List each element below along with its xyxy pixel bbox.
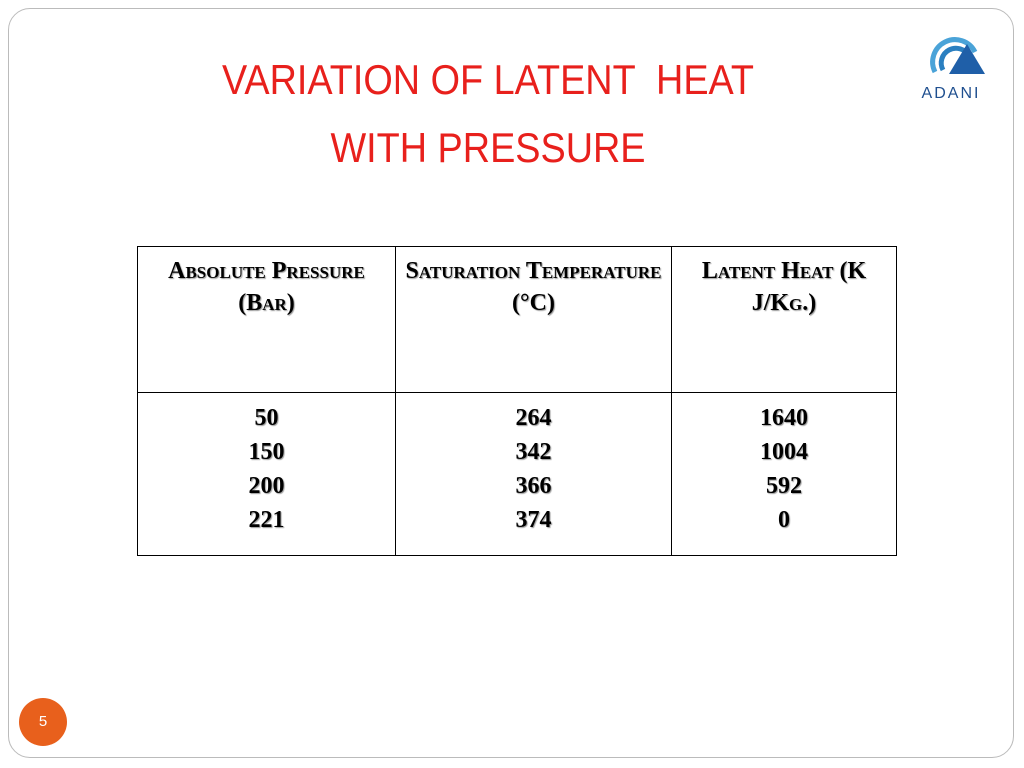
cell-value: 342 — [515, 439, 552, 465]
column-header: Absolute Pressure (Bar) — [137, 246, 396, 393]
logo-text: ADANI — [922, 85, 981, 102]
cell-value: 366 — [515, 473, 552, 499]
cell-value: 200 — [248, 473, 285, 499]
title-line: WITH PRESSURE — [330, 124, 646, 171]
column-header: Latent Heat (K J/Kg.) — [671, 246, 897, 393]
cell-value: 0 — [778, 507, 790, 533]
value-cell: 50 150 200 221 — [137, 392, 396, 556]
column-header: Saturation Temperature (°C) — [395, 246, 672, 393]
cell-value: 221 — [248, 507, 285, 533]
slide-frame — [8, 8, 1014, 758]
cell-value: 150 — [248, 439, 285, 465]
value-cell: 264 342 366 374 — [395, 392, 672, 556]
cell-value: 50 — [254, 405, 279, 431]
cell-value: 592 — [766, 473, 802, 499]
logo: ADANI — [922, 37, 985, 102]
cell-value: 374 — [515, 507, 552, 533]
slide-number: 5 — [19, 698, 67, 746]
title-line: VARIATION OF LATENT HEAT — [221, 56, 755, 103]
cell-value: 264 — [515, 405, 552, 431]
cell-value: 1640 — [760, 405, 808, 431]
data-table: Absolute Pressure (Bar) Saturation Tempe… — [137, 246, 897, 556]
cell-value: 1004 — [760, 439, 808, 465]
value-cell: 1640 1004 592 0 — [671, 392, 897, 556]
